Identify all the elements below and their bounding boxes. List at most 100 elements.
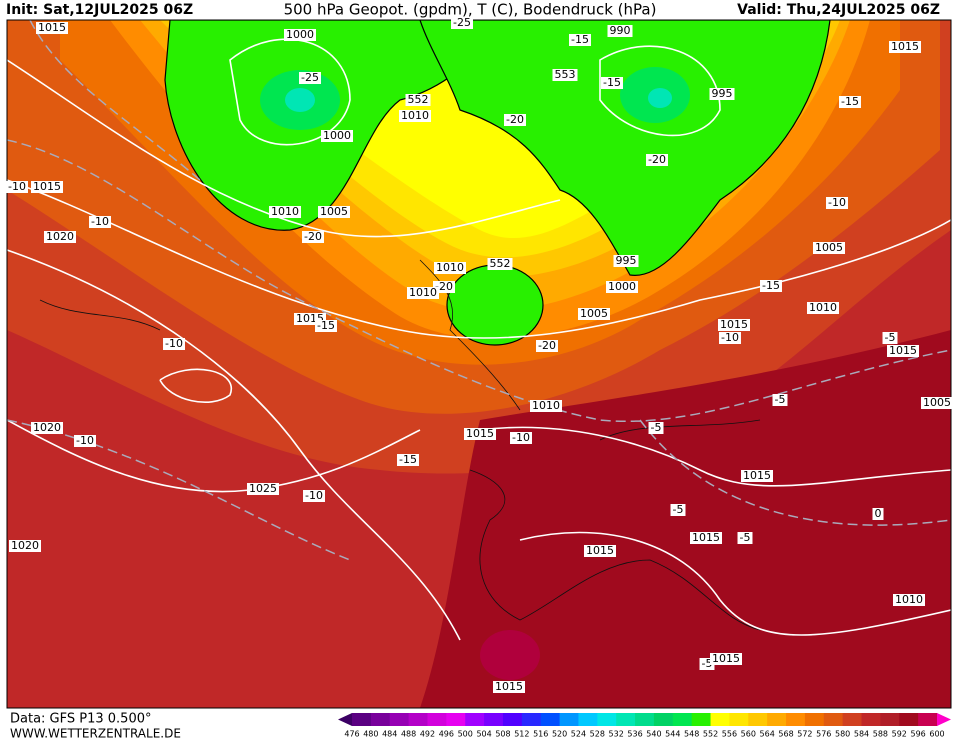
isobar-label: 552 [408,93,429,106]
label-box [31,422,63,434]
colorbar-level: 584 [854,730,869,739]
colorbar-level: 576 [816,730,831,739]
isobar-label: -20 [648,153,666,166]
isobar-label: 1020 [11,539,39,552]
colorbar-level: 592 [892,730,907,739]
isobar-label: 1025 [249,482,277,495]
colorbar-cell [408,713,428,726]
isobar-label: 1015 [466,427,494,440]
label-box [163,338,185,350]
isobar-label: 1010 [532,399,560,412]
label-box [315,320,337,332]
isobar-label: -10 [76,434,94,447]
colorbar-cell [578,713,598,726]
isobar-label: 1000 [608,280,636,293]
label-box [606,281,638,293]
colorbar-cell [521,713,542,726]
label-box [303,490,325,502]
isobar-label: 1005 [580,307,608,320]
label-box [464,428,496,440]
colorbar-cell [842,713,863,726]
colorbar-level: 580 [835,730,850,739]
label-box [493,681,525,693]
isobar-label: 1015 [495,680,523,693]
isobar-label: 1015 [891,40,919,53]
map-labels: 1015 1000 -25 -15 990 1015 -25 553 -15 995 -15 552 1… [6,16,953,693]
colorbar-level: 480 [363,730,378,739]
colorbar-cell [389,713,410,726]
site-name: WWW.WETTERZENTRALE.DE [10,727,181,741]
isobar-label: 990 [610,24,631,37]
isobar-label: -25 [453,16,471,29]
label-box [397,454,419,466]
colorbar-end [338,713,352,726]
isobar-label: -5 [651,421,662,434]
colorbar-level: 548 [684,730,699,739]
label-box [536,340,558,352]
label-box [74,435,96,447]
colorbar-level: 524 [571,730,586,739]
isobar-label: 1010 [271,205,299,218]
label-box [710,653,742,665]
colorbar-cell [899,713,919,726]
isobar-label: -15 [603,76,621,89]
isobar-label: 1010 [436,261,464,274]
label-box [451,17,473,29]
isobar-label: -20 [304,230,322,243]
colorbar-level: 556 [722,730,737,739]
isobar-label: 0 [875,507,882,520]
label-box [648,422,664,434]
isobar-label: -5 [740,531,751,544]
isobar-label: 1015 [720,318,748,331]
isobar-label: 1005 [320,205,348,218]
isobar-label: 1015 [889,344,917,357]
colorbar-end [937,713,951,726]
colorbar-level: 516 [533,730,548,739]
isobar-label: -10 [512,431,530,444]
colorbar-cell [729,713,749,726]
label-box [719,332,741,344]
colorbar-cell [559,713,579,726]
colorbar-level: 496 [439,730,454,739]
label-box [552,69,578,81]
colorbar-cell [352,713,372,726]
colorbar-cell [502,713,523,726]
colorbar-cell [616,713,636,726]
isobar-label: 1015 [692,531,720,544]
isobar-label: -5 [885,331,896,344]
isobar-label: 1000 [286,28,314,41]
valid-time: Valid: Thu,24JUL2025 06Z [737,2,940,18]
label-box [434,262,466,274]
colorbar-cell [786,713,806,726]
label-box [487,258,513,270]
colorbar-level: 536 [627,730,642,739]
label-box [718,319,750,331]
isobar-label: -15 [571,33,589,46]
label-box [9,540,41,552]
label-box [646,154,668,166]
data-source: Data: GFS P13 0.500° [10,712,152,727]
label-box [578,308,610,320]
label-box [813,242,845,254]
isobar-label: 1015 [712,652,740,665]
colorbar-cell [823,713,844,726]
colorbar-level: 564 [760,730,775,739]
isobar-label: 1020 [46,230,74,243]
colorbar-level: 552 [703,730,718,739]
isobar-label: 995 [712,87,733,100]
colorbar-level: 588 [873,730,888,739]
isobar-label: -10 [721,331,739,344]
isobar-label: -20 [506,113,524,126]
colorbar-level: 596 [910,730,925,739]
label-box [882,332,898,344]
isobar-label: -25 [301,71,319,84]
colorbar-level: 568 [778,730,793,739]
isobar-label: -15 [317,319,335,332]
label-box [887,345,919,357]
isobar-label: 1015 [33,180,61,193]
isobar-label: -10 [165,337,183,350]
label-box [839,96,861,108]
label-box [584,545,616,557]
colorbar-cell [370,713,391,726]
label-box [405,94,431,106]
